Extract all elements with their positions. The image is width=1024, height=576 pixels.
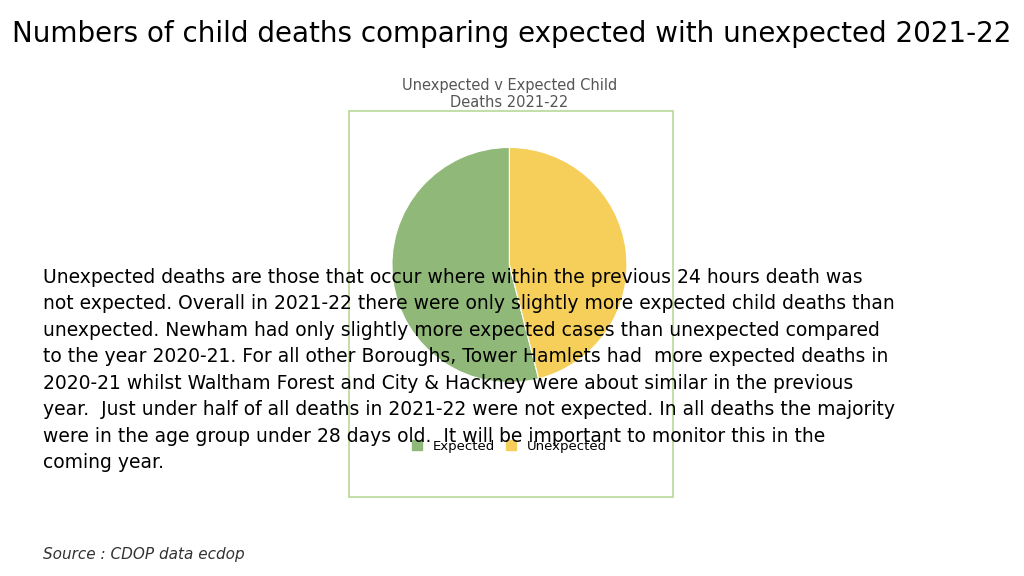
Text: Unexpected deaths are those that occur where within the previous 24 hours death : Unexpected deaths are those that occur w… — [43, 268, 895, 472]
Title: Unexpected v Expected Child
Deaths 2021-22: Unexpected v Expected Child Deaths 2021-… — [401, 78, 617, 110]
Wedge shape — [509, 147, 627, 379]
Text: Source : CDOP data ecdop: Source : CDOP data ecdop — [43, 547, 245, 562]
Legend: Expected, Unexpected: Expected, Unexpected — [407, 434, 612, 458]
Wedge shape — [392, 147, 539, 382]
Text: Numbers of child deaths comparing expected with unexpected 2021-22: Numbers of child deaths comparing expect… — [12, 20, 1012, 48]
